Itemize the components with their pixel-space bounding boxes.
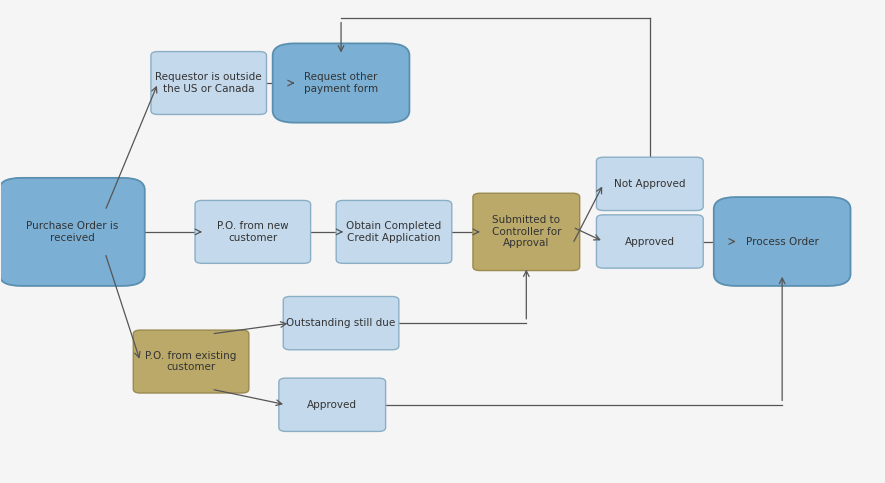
- Text: P.O. from new
customer: P.O. from new customer: [217, 221, 289, 242]
- Text: Approved: Approved: [625, 237, 675, 246]
- Text: Submitted to
Controller for
Approval: Submitted to Controller for Approval: [491, 215, 561, 248]
- FancyBboxPatch shape: [714, 197, 850, 286]
- FancyBboxPatch shape: [336, 200, 451, 263]
- Text: Request other
payment form: Request other payment form: [304, 72, 378, 94]
- FancyBboxPatch shape: [279, 378, 386, 431]
- Text: Obtain Completed
Credit Application: Obtain Completed Credit Application: [346, 221, 442, 242]
- Text: Process Order: Process Order: [746, 237, 819, 246]
- FancyBboxPatch shape: [273, 43, 410, 123]
- FancyBboxPatch shape: [473, 193, 580, 270]
- FancyBboxPatch shape: [596, 157, 704, 211]
- FancyBboxPatch shape: [596, 215, 704, 268]
- FancyBboxPatch shape: [151, 52, 266, 114]
- FancyBboxPatch shape: [283, 297, 399, 350]
- Text: Not Approved: Not Approved: [614, 179, 686, 189]
- FancyBboxPatch shape: [0, 178, 145, 286]
- Text: Purchase Order is
received: Purchase Order is received: [26, 221, 119, 242]
- Text: Outstanding still due: Outstanding still due: [287, 318, 396, 328]
- Text: P.O. from existing
customer: P.O. from existing customer: [145, 351, 237, 372]
- Text: Approved: Approved: [307, 400, 358, 410]
- FancyBboxPatch shape: [134, 330, 249, 393]
- Text: Requestor is outside
the US or Canada: Requestor is outside the US or Canada: [156, 72, 262, 94]
- FancyBboxPatch shape: [195, 200, 311, 263]
